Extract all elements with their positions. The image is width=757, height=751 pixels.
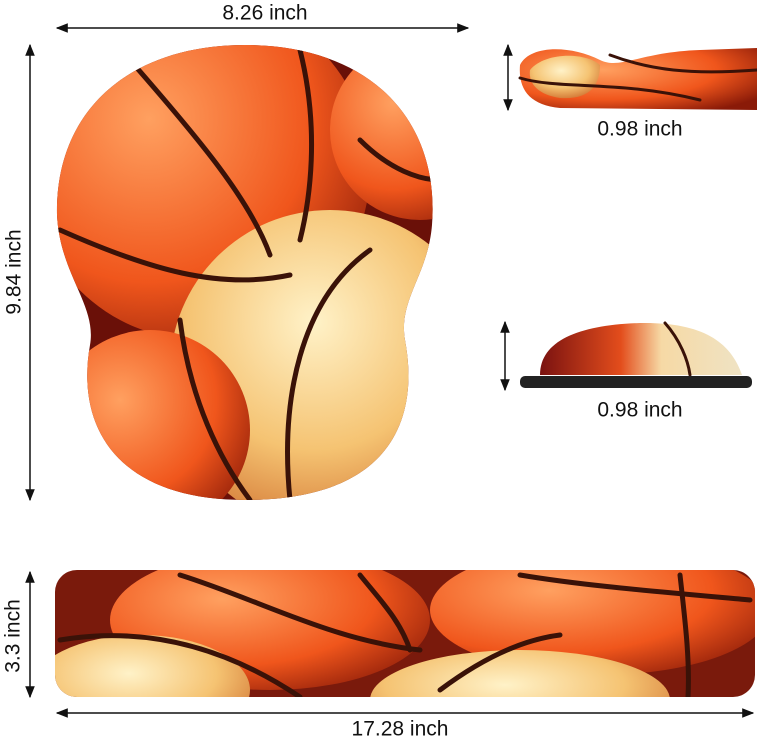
wrist-rest-side [520,321,752,388]
dimension-label: 0.98 inch [597,399,682,422]
dimension-label: 17.28 inch [352,718,449,741]
wrist-rest [55,570,755,697]
dimension-label: 8.26 inch [222,2,307,25]
dimension-label: 0.98 inch [597,118,682,141]
dimension-label: 3.3 inch [2,599,25,673]
dimension-label: 9.84 inch [3,229,26,314]
mouse-pad-side [518,48,757,110]
mouse-pad [56,45,433,500]
